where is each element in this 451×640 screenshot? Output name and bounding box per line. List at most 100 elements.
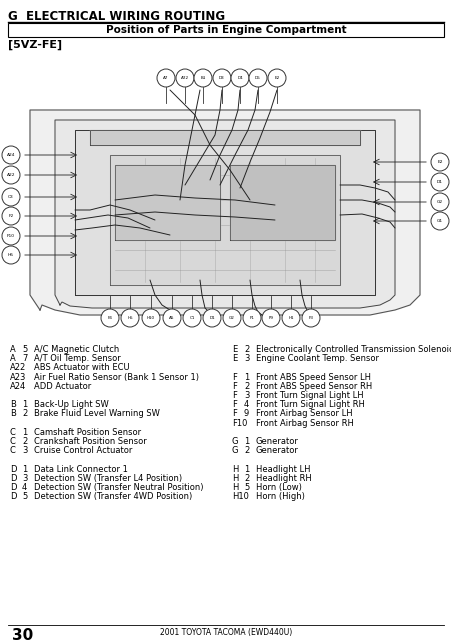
Circle shape bbox=[121, 309, 139, 327]
Polygon shape bbox=[115, 165, 220, 240]
Text: G: G bbox=[231, 446, 238, 455]
Text: Horn (High): Horn (High) bbox=[255, 492, 304, 501]
Text: Horn (Low): Horn (Low) bbox=[255, 483, 301, 492]
Text: 5: 5 bbox=[244, 483, 249, 492]
Polygon shape bbox=[75, 130, 374, 295]
Text: A7: A7 bbox=[163, 76, 168, 80]
Text: C: C bbox=[10, 446, 16, 455]
Circle shape bbox=[222, 309, 240, 327]
Text: 1: 1 bbox=[244, 465, 249, 474]
Text: Camshaft Position Sensor: Camshaft Position Sensor bbox=[34, 428, 141, 436]
Text: F10: F10 bbox=[231, 419, 247, 428]
Text: A5: A5 bbox=[169, 316, 175, 320]
Text: D: D bbox=[10, 474, 17, 483]
Text: E2: E2 bbox=[436, 160, 442, 164]
Text: E: E bbox=[231, 354, 237, 363]
Text: F: F bbox=[231, 372, 236, 381]
Circle shape bbox=[281, 309, 299, 327]
Text: Position of Parts in Engine Compartment: Position of Parts in Engine Compartment bbox=[106, 25, 345, 35]
Text: D4: D4 bbox=[237, 76, 242, 80]
Circle shape bbox=[101, 309, 119, 327]
Text: F3: F3 bbox=[308, 316, 313, 320]
Text: C: C bbox=[10, 437, 16, 446]
Text: 5: 5 bbox=[22, 345, 27, 354]
Circle shape bbox=[2, 146, 20, 164]
Circle shape bbox=[267, 69, 285, 87]
Text: C: C bbox=[10, 428, 16, 436]
Text: Detection SW (Transfer Neutral Position): Detection SW (Transfer Neutral Position) bbox=[34, 483, 203, 492]
Text: C3: C3 bbox=[8, 195, 14, 199]
Text: Front Airbag Sensor RH: Front Airbag Sensor RH bbox=[255, 419, 353, 428]
Text: 2: 2 bbox=[244, 345, 249, 354]
Polygon shape bbox=[55, 120, 394, 308]
Text: Engine Coolant Temp. Sensor: Engine Coolant Temp. Sensor bbox=[255, 354, 378, 363]
Text: 2: 2 bbox=[22, 437, 27, 446]
Text: D1: D1 bbox=[436, 180, 442, 184]
Text: 9: 9 bbox=[244, 410, 249, 419]
Text: G2: G2 bbox=[436, 200, 442, 204]
Text: Cruise Control Actuator: Cruise Control Actuator bbox=[34, 446, 132, 455]
Text: 2: 2 bbox=[244, 446, 249, 455]
Text: A24: A24 bbox=[7, 153, 15, 157]
Text: A22: A22 bbox=[7, 173, 15, 177]
Text: F: F bbox=[231, 382, 236, 391]
Text: Front ABS Speed Sensor RH: Front ABS Speed Sensor RH bbox=[255, 382, 372, 391]
Text: 3: 3 bbox=[244, 391, 249, 400]
Circle shape bbox=[249, 69, 267, 87]
Text: Front ABS Speed Sensor LH: Front ABS Speed Sensor LH bbox=[255, 372, 370, 381]
Text: 1: 1 bbox=[22, 428, 27, 436]
Text: E: E bbox=[231, 345, 237, 354]
Circle shape bbox=[2, 166, 20, 184]
FancyBboxPatch shape bbox=[8, 23, 443, 37]
Text: 3: 3 bbox=[22, 474, 28, 483]
Text: Detection SW (Transfer 4WD Position): Detection SW (Transfer 4WD Position) bbox=[34, 492, 192, 501]
Text: H10: H10 bbox=[147, 316, 155, 320]
Text: H: H bbox=[231, 465, 238, 474]
Text: 30: 30 bbox=[12, 628, 33, 640]
Text: F1: F1 bbox=[249, 316, 254, 320]
Text: H: H bbox=[231, 474, 238, 483]
Text: G  ELECTRICAL WIRING ROUTING: G ELECTRICAL WIRING ROUTING bbox=[8, 10, 225, 23]
Text: F: F bbox=[231, 410, 236, 419]
Text: Headlight RH: Headlight RH bbox=[255, 474, 311, 483]
Text: H10: H10 bbox=[231, 492, 249, 501]
Text: A: A bbox=[10, 354, 16, 363]
Text: Air Fuel Ratio Sensor (Bank 1 Sensor 1): Air Fuel Ratio Sensor (Bank 1 Sensor 1) bbox=[34, 372, 198, 381]
Circle shape bbox=[212, 69, 230, 87]
Text: Front Turn Signal Light LH: Front Turn Signal Light LH bbox=[255, 391, 363, 400]
Circle shape bbox=[243, 309, 260, 327]
Text: Back-Up Light SW: Back-Up Light SW bbox=[34, 400, 109, 409]
Polygon shape bbox=[30, 110, 419, 315]
Text: 2: 2 bbox=[244, 474, 249, 483]
Circle shape bbox=[2, 227, 20, 245]
Circle shape bbox=[430, 193, 448, 211]
Text: 2001 TOYOTA TACOMA (EWD440U): 2001 TOYOTA TACOMA (EWD440U) bbox=[160, 628, 291, 637]
Text: 3: 3 bbox=[244, 354, 249, 363]
Text: D: D bbox=[10, 483, 17, 492]
Text: Detection SW (Transfer L4 Position): Detection SW (Transfer L4 Position) bbox=[34, 474, 182, 483]
Circle shape bbox=[156, 69, 175, 87]
Text: A: A bbox=[10, 345, 16, 354]
Circle shape bbox=[2, 207, 20, 225]
Circle shape bbox=[430, 173, 448, 191]
Text: 7: 7 bbox=[22, 354, 28, 363]
Text: 1: 1 bbox=[244, 437, 249, 446]
Text: H: H bbox=[231, 483, 238, 492]
Text: A23: A23 bbox=[10, 372, 26, 381]
Text: G: G bbox=[231, 437, 238, 446]
Text: 1: 1 bbox=[244, 372, 249, 381]
Circle shape bbox=[262, 309, 279, 327]
Text: Generator: Generator bbox=[255, 437, 298, 446]
Text: Data Link Connector 1: Data Link Connector 1 bbox=[34, 465, 128, 474]
Text: C1: C1 bbox=[189, 316, 194, 320]
Text: A/T Oil Temp. Sensor: A/T Oil Temp. Sensor bbox=[34, 354, 120, 363]
Text: D1: D1 bbox=[209, 316, 214, 320]
Text: F9: F9 bbox=[268, 316, 273, 320]
Polygon shape bbox=[230, 165, 334, 240]
Circle shape bbox=[2, 246, 20, 264]
Text: D: D bbox=[10, 492, 17, 501]
Circle shape bbox=[430, 212, 448, 230]
Text: E2: E2 bbox=[274, 76, 279, 80]
Text: 3: 3 bbox=[22, 446, 28, 455]
Text: D5: D5 bbox=[254, 76, 260, 80]
